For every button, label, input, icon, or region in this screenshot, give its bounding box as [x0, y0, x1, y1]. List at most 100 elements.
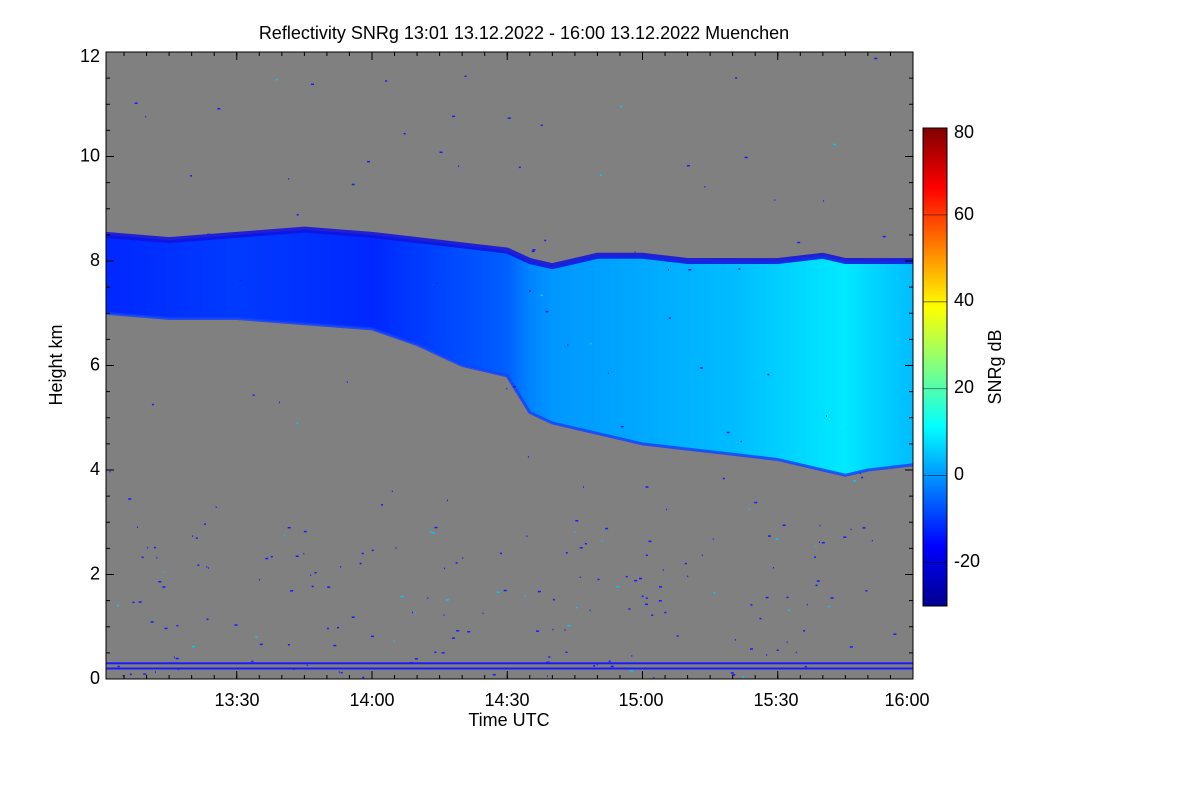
noise-speckle	[527, 456, 529, 458]
noise-speckle	[607, 372, 609, 375]
noise-speckle	[833, 143, 836, 146]
noise-speckle	[786, 641, 788, 643]
noise-speckle	[641, 595, 644, 598]
noise-speckle	[565, 651, 568, 653]
noise-speckle	[687, 575, 689, 578]
x-tick-label: 16:00	[884, 690, 929, 710]
noise-speckle	[492, 674, 496, 676]
noise-speckle	[815, 545, 817, 548]
noise-speckle	[429, 531, 432, 533]
noise-speckle	[776, 649, 779, 651]
noise-speckle	[575, 606, 578, 609]
noise-speckle	[575, 520, 579, 522]
ground-clutter-line	[106, 667, 913, 670]
x-axis: 13:30 14:00 14:30 15:00 15:30 16:00	[123, 52, 930, 710]
noise-speckle	[754, 501, 758, 504]
noise-speckle	[748, 508, 750, 510]
noise-speckle	[540, 124, 543, 127]
noise-speckle	[445, 599, 449, 601]
noise-speckle	[310, 574, 312, 576]
noise-speckle	[545, 310, 549, 313]
noise-speckle	[532, 249, 536, 251]
noise-speckle	[296, 422, 299, 425]
noise-speckle	[176, 624, 179, 627]
chart-title: Reflectivity SNRg 13:01 13.12.2022 - 16:…	[259, 23, 789, 43]
noise-speckle	[129, 673, 132, 676]
noise-speckle	[326, 627, 329, 630]
noise-speckle	[337, 251, 339, 254]
noise-speckle	[482, 612, 484, 615]
noise-speckle	[565, 552, 568, 554]
noise-speckle	[803, 630, 806, 632]
noise-speckle	[567, 344, 569, 346]
noise-speckle	[195, 537, 198, 539]
noise-speckle	[141, 556, 144, 559]
noise-speckle	[531, 250, 535, 253]
noise-speckle	[610, 665, 614, 668]
noise-speckle	[275, 78, 278, 81]
noise-speckle	[597, 578, 600, 581]
colorbar-tick-label: 40	[954, 290, 974, 310]
noise-speckle	[850, 528, 852, 531]
ground-clutter	[106, 662, 913, 670]
noise-speckle	[207, 233, 211, 236]
noise-speckle	[279, 401, 280, 404]
noise-speckle	[206, 618, 209, 621]
noise-speckle	[823, 200, 825, 202]
noise-speckle	[206, 566, 208, 568]
noise-speckle	[537, 590, 541, 593]
noise-speckle	[843, 536, 847, 538]
noise-speckle	[434, 651, 437, 653]
noise-speckle	[735, 77, 738, 79]
noise-speckle	[526, 535, 528, 537]
noise-speckle	[634, 251, 636, 253]
noise-speckle	[625, 575, 628, 578]
y-tick-label: 8	[90, 250, 100, 270]
noise-speckle	[546, 661, 550, 663]
noise-speckle	[544, 239, 547, 242]
noise-speckle	[303, 530, 307, 533]
y-axis-label: Height km	[46, 324, 66, 405]
noise-speckle	[147, 547, 149, 549]
noise-speckle	[333, 644, 337, 647]
noise-speckle	[795, 651, 797, 654]
noise-speckle	[826, 415, 827, 417]
colorbar-tick-label: -20	[954, 551, 980, 571]
noise-speckle	[699, 367, 703, 369]
noise-speckle	[865, 590, 868, 592]
noise-speckle	[662, 569, 664, 571]
noise-speckle	[338, 671, 340, 673]
noise-speckle	[722, 477, 725, 480]
noise-speckle	[145, 115, 147, 118]
noise-speckle	[540, 294, 544, 296]
noise-speckle	[234, 624, 238, 626]
noise-speckle	[666, 508, 668, 511]
colorbar-gradient	[922, 127, 948, 607]
noise-speckle	[456, 630, 460, 632]
noise-speckle	[367, 160, 370, 163]
colorbar-tick-label: 60	[954, 204, 974, 224]
noise-speckle	[203, 523, 206, 525]
noise-speckle	[163, 571, 165, 573]
noise-speckle	[765, 596, 769, 599]
noise-speckle	[207, 567, 209, 569]
noise-speckle	[503, 589, 507, 592]
noise-speckle	[447, 499, 448, 502]
noise-speckle	[327, 586, 331, 588]
noise-speckle	[797, 241, 801, 244]
colorbar-tick-label: 80	[954, 122, 974, 142]
noise-speckle	[821, 542, 825, 544]
cloud-base-edge	[105, 311, 914, 477]
noise-speckle	[270, 555, 273, 558]
noise-speckle	[132, 601, 135, 604]
noise-speckle	[361, 552, 364, 555]
noise-speckle	[311, 585, 314, 588]
noise-speckle	[601, 540, 603, 542]
noise-speckle	[536, 630, 540, 632]
noise-speckle	[314, 572, 317, 574]
noise-speckle	[767, 373, 770, 376]
noise-speckle	[804, 665, 807, 668]
noise-speckle	[596, 663, 598, 666]
noise-speckle	[766, 654, 768, 656]
noise-speckle	[645, 554, 648, 556]
